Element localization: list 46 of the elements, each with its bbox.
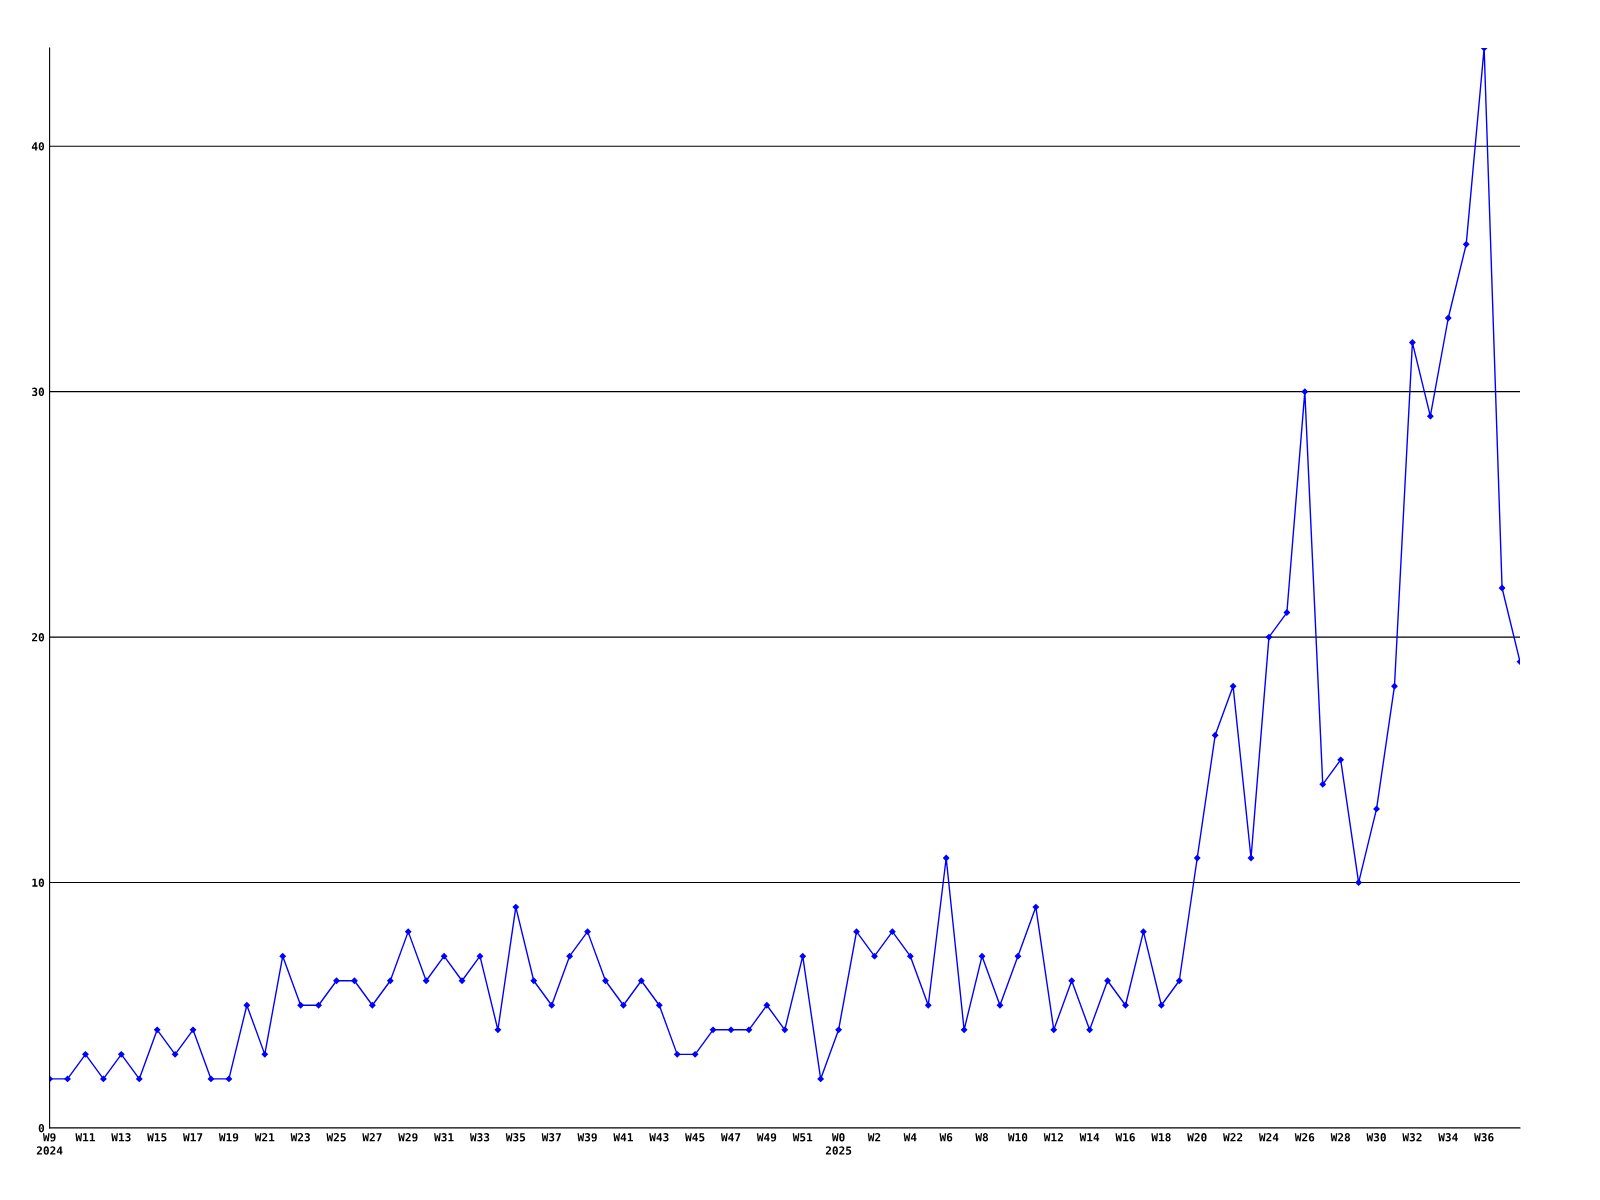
y-tick-label: 10 <box>32 878 45 887</box>
x-tick-label: W25 <box>326 1133 346 1142</box>
x-tick-label: W9 2024 <box>36 1133 63 1155</box>
x-tick-label: W39 <box>577 1133 597 1142</box>
x-tick-label: W13 <box>111 1133 131 1142</box>
x-tick-label: W29 <box>398 1133 418 1142</box>
x-tick-label: W14 <box>1079 1133 1100 1142</box>
x-tick-label: W4 <box>903 1133 917 1142</box>
y-tick-label: 0 <box>38 1123 45 1133</box>
x-tick-label: W19 <box>218 1133 239 1142</box>
x-tick-label: W18 <box>1151 1133 1171 1142</box>
x-tick-label: W36 <box>1474 1133 1494 1142</box>
x-tick-label: W30 <box>1366 1133 1386 1142</box>
x-tick-label: W34 <box>1438 1133 1458 1142</box>
x-tick-label: W2 <box>867 1133 881 1142</box>
y-tick-label: 20 <box>31 633 45 642</box>
x-tick-label: W15 <box>147 1133 167 1142</box>
x-tick-label: W6 <box>939 1133 953 1142</box>
x-tick-label: W16 <box>1115 1133 1135 1142</box>
x-tick-label: W17 <box>183 1133 203 1142</box>
x-tick-label: W51 <box>792 1133 813 1142</box>
x-tick-label: W10 <box>1007 1133 1028 1142</box>
x-tick-label: W27 <box>362 1133 382 1142</box>
x-tick-label: W33 <box>469 1133 490 1142</box>
x-tick-label: W41 <box>613 1133 633 1142</box>
y-tick-label: 40 <box>31 142 45 151</box>
x-tick-label: W28 <box>1330 1133 1351 1142</box>
x-tick-label: W32 <box>1402 1133 1422 1142</box>
x-tick-label: W47 <box>720 1133 741 1142</box>
x-tick-label: W0 2025 <box>825 1133 852 1155</box>
x-tick-label: W20 <box>1187 1133 1207 1142</box>
x-tick-label: W37 <box>541 1133 561 1142</box>
x-tick-label: W21 <box>254 1133 275 1142</box>
x-tick-label: W35 <box>505 1133 526 1142</box>
y-tick-label: 30 <box>32 387 45 397</box>
x-tick-label: W26 <box>1294 1133 1315 1142</box>
x-tick-label: W12 <box>1043 1133 1063 1142</box>
x-tick-label: W49 <box>756 1133 777 1142</box>
x-tick-label: W11 <box>75 1133 95 1142</box>
x-tick-label: W8 <box>975 1133 989 1142</box>
x-tick-label: W22 <box>1223 1133 1243 1142</box>
x-tick-label: W24 <box>1258 1133 1279 1142</box>
x-tick-label: W23 <box>290 1133 310 1142</box>
x-tick-label: W31 <box>434 1133 454 1142</box>
x-tick-label: W45 <box>685 1133 705 1142</box>
x-tick-label: W43 <box>649 1133 669 1142</box>
